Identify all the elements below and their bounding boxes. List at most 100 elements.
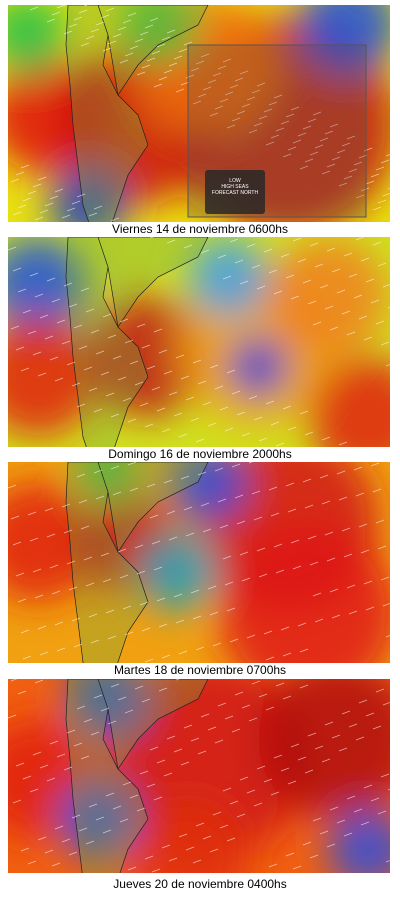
wind-streak	[336, 289, 346, 294]
wind-streak	[61, 503, 71, 508]
wind-streak	[217, 254, 227, 259]
wind-streak	[329, 588, 339, 593]
popup-line: LOW	[229, 178, 241, 184]
wind-streak	[263, 108, 273, 113]
wind-streak	[110, 217, 120, 222]
wind-streak	[226, 837, 236, 842]
wind-streak	[197, 471, 207, 476]
wind-streak	[282, 652, 292, 657]
wind-streak	[299, 165, 309, 170]
wind-streak	[331, 268, 341, 273]
wind-streak	[178, 433, 188, 438]
wind-streak	[102, 47, 112, 52]
map-panel	[8, 5, 390, 222]
wind-streak	[346, 795, 356, 800]
wind-streak	[202, 86, 212, 91]
wind-streak	[212, 811, 222, 816]
wind-streak	[61, 214, 71, 219]
wind-streak	[166, 29, 176, 34]
wind-streak	[312, 817, 322, 822]
wind-streak	[54, 188, 64, 193]
wind-streak	[80, 42, 90, 47]
wind-streak	[239, 70, 249, 75]
wind-streak	[336, 470, 346, 475]
wind-streak	[63, 282, 73, 287]
wind-field	[8, 462, 390, 663]
wind-streak	[231, 728, 241, 733]
map-panel	[8, 237, 390, 447]
wind-streak	[127, 866, 137, 871]
wind-streak	[192, 615, 202, 620]
wind-streak	[56, 5, 66, 9]
wind-streak	[209, 112, 219, 117]
wind-streak	[329, 123, 339, 128]
wind-streak	[185, 846, 195, 851]
wind-streak	[224, 715, 234, 720]
wind-streak	[173, 593, 183, 598]
wind-streak	[180, 375, 190, 380]
weather-map	[8, 462, 390, 663]
wind-streak	[224, 427, 234, 432]
wind-streak	[10, 325, 20, 330]
wind-blob	[118, 5, 198, 65]
wind-streak	[236, 110, 246, 115]
wind-streak	[22, 655, 32, 660]
landmass	[65, 679, 209, 873]
wind-streak	[161, 844, 171, 849]
wind-streak	[353, 466, 363, 471]
wind-streak	[358, 523, 368, 528]
wind-streak	[355, 736, 365, 741]
wind-streak	[302, 478, 312, 483]
wind-streak	[117, 548, 127, 553]
wind-streak	[217, 702, 227, 707]
wind-streak	[29, 788, 39, 793]
wind-streak	[258, 693, 268, 698]
wind-streak	[168, 391, 178, 396]
wind-streak	[209, 364, 219, 369]
wind-streak	[39, 314, 49, 319]
wind-streak	[80, 525, 90, 530]
wind-streak	[302, 279, 312, 284]
wind-streak	[27, 330, 37, 335]
wind-streak	[12, 541, 22, 546]
wind-streak	[307, 118, 317, 123]
wind-streak	[107, 334, 117, 339]
wind-streak	[290, 743, 300, 748]
wind-streak	[290, 295, 300, 300]
wind-streak	[173, 412, 183, 417]
wind-streak	[248, 129, 258, 134]
wind-streak	[229, 638, 239, 643]
wind-streak	[83, 366, 93, 371]
wind-streak	[15, 346, 25, 351]
wind-streak	[224, 91, 234, 96]
wind-streak	[387, 306, 390, 309]
wind-streak	[173, 748, 183, 753]
wind-streak	[37, 176, 47, 181]
wind-streak	[156, 597, 166, 602]
wind-streak	[124, 339, 134, 344]
wind-streak	[112, 805, 122, 810]
wind-streak	[51, 862, 61, 867]
wind-streak	[122, 397, 132, 402]
wind-streak	[39, 764, 49, 769]
wind-streak	[76, 705, 86, 710]
wind-streak	[68, 23, 78, 28]
wind-streak	[76, 193, 86, 198]
wind-streak	[222, 58, 232, 63]
wind-streak	[163, 370, 173, 375]
map-popup[interactable]: LOW HIGH SEAS FORECAST NORTH	[205, 170, 265, 214]
wind-streak	[248, 717, 258, 722]
wind-streak	[32, 183, 42, 188]
wind-streak	[166, 239, 176, 244]
wind-streak	[372, 241, 382, 246]
wind-streak	[251, 680, 261, 685]
wind-streak	[15, 171, 25, 176]
wind-streak	[102, 829, 112, 834]
wind-streak	[153, 566, 163, 571]
wind-streak	[100, 14, 110, 19]
wind-streak	[20, 164, 30, 169]
wind-streak	[29, 272, 39, 277]
wind-streak	[122, 781, 132, 786]
wind-streak	[190, 737, 200, 742]
wind-streak	[195, 646, 205, 651]
